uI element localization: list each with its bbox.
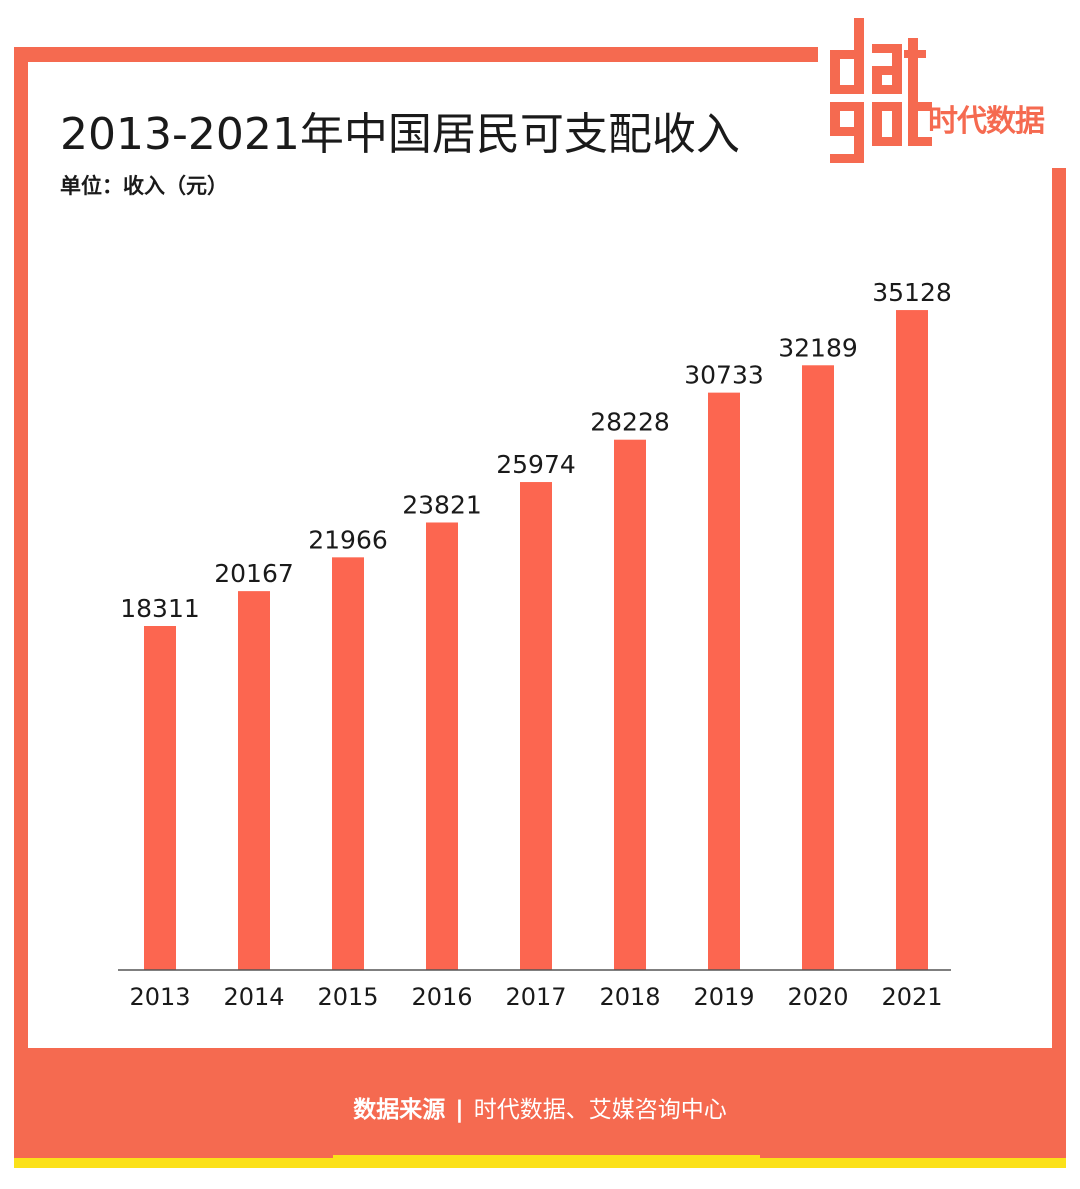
x-tick-label-2021: 2021 bbox=[881, 983, 942, 1011]
yellow-accent-tab bbox=[333, 1155, 760, 1168]
unit-label: 单位：收入（元） bbox=[60, 174, 228, 198]
bar-2017 bbox=[520, 482, 552, 970]
x-tick-label-2015: 2015 bbox=[317, 983, 378, 1011]
bar-2015 bbox=[332, 557, 364, 970]
bar-2020 bbox=[802, 365, 834, 970]
brand-logo-mark bbox=[830, 18, 932, 163]
value-label-2013: 18311 bbox=[120, 594, 200, 623]
value-label-2015: 21966 bbox=[308, 525, 388, 554]
x-tick-label-2013: 2013 bbox=[129, 983, 190, 1011]
value-label-2018: 28228 bbox=[590, 408, 670, 437]
value-label-2016: 23821 bbox=[402, 490, 482, 519]
brand-logo-cn: 时代数据 bbox=[928, 104, 1045, 139]
source-label: 数据来源 bbox=[353, 1097, 446, 1123]
bar-2014 bbox=[238, 591, 270, 970]
source-note: 数据来源 | 时代数据、艾媒咨询中心 bbox=[0, 1090, 1080, 1124]
value-label-2014: 20167 bbox=[214, 559, 294, 588]
x-tick-label-2016: 2016 bbox=[411, 983, 472, 1011]
value-label-2021: 35128 bbox=[872, 278, 952, 307]
source-text: 时代数据、艾媒咨询中心 bbox=[473, 1097, 727, 1123]
bar-2018 bbox=[614, 439, 646, 970]
bar-2021 bbox=[896, 310, 928, 970]
source-separator: | bbox=[455, 1097, 464, 1123]
bar-2016 bbox=[426, 522, 458, 970]
x-tick-label-2019: 2019 bbox=[693, 983, 754, 1011]
value-label-2017: 25974 bbox=[496, 450, 576, 479]
bar-2019 bbox=[708, 392, 740, 971]
chart-title: 2013-2021年中国居民可支配收入 bbox=[60, 109, 740, 160]
value-label-2020: 32189 bbox=[778, 333, 858, 362]
x-tick-label-2020: 2020 bbox=[787, 983, 848, 1011]
x-tick-label-2018: 2018 bbox=[599, 983, 660, 1011]
x-tick-label-2014: 2014 bbox=[223, 983, 284, 1011]
bar-2013 bbox=[144, 626, 176, 970]
value-label-2019: 30733 bbox=[684, 361, 764, 390]
x-tick-label-2017: 2017 bbox=[505, 983, 566, 1011]
